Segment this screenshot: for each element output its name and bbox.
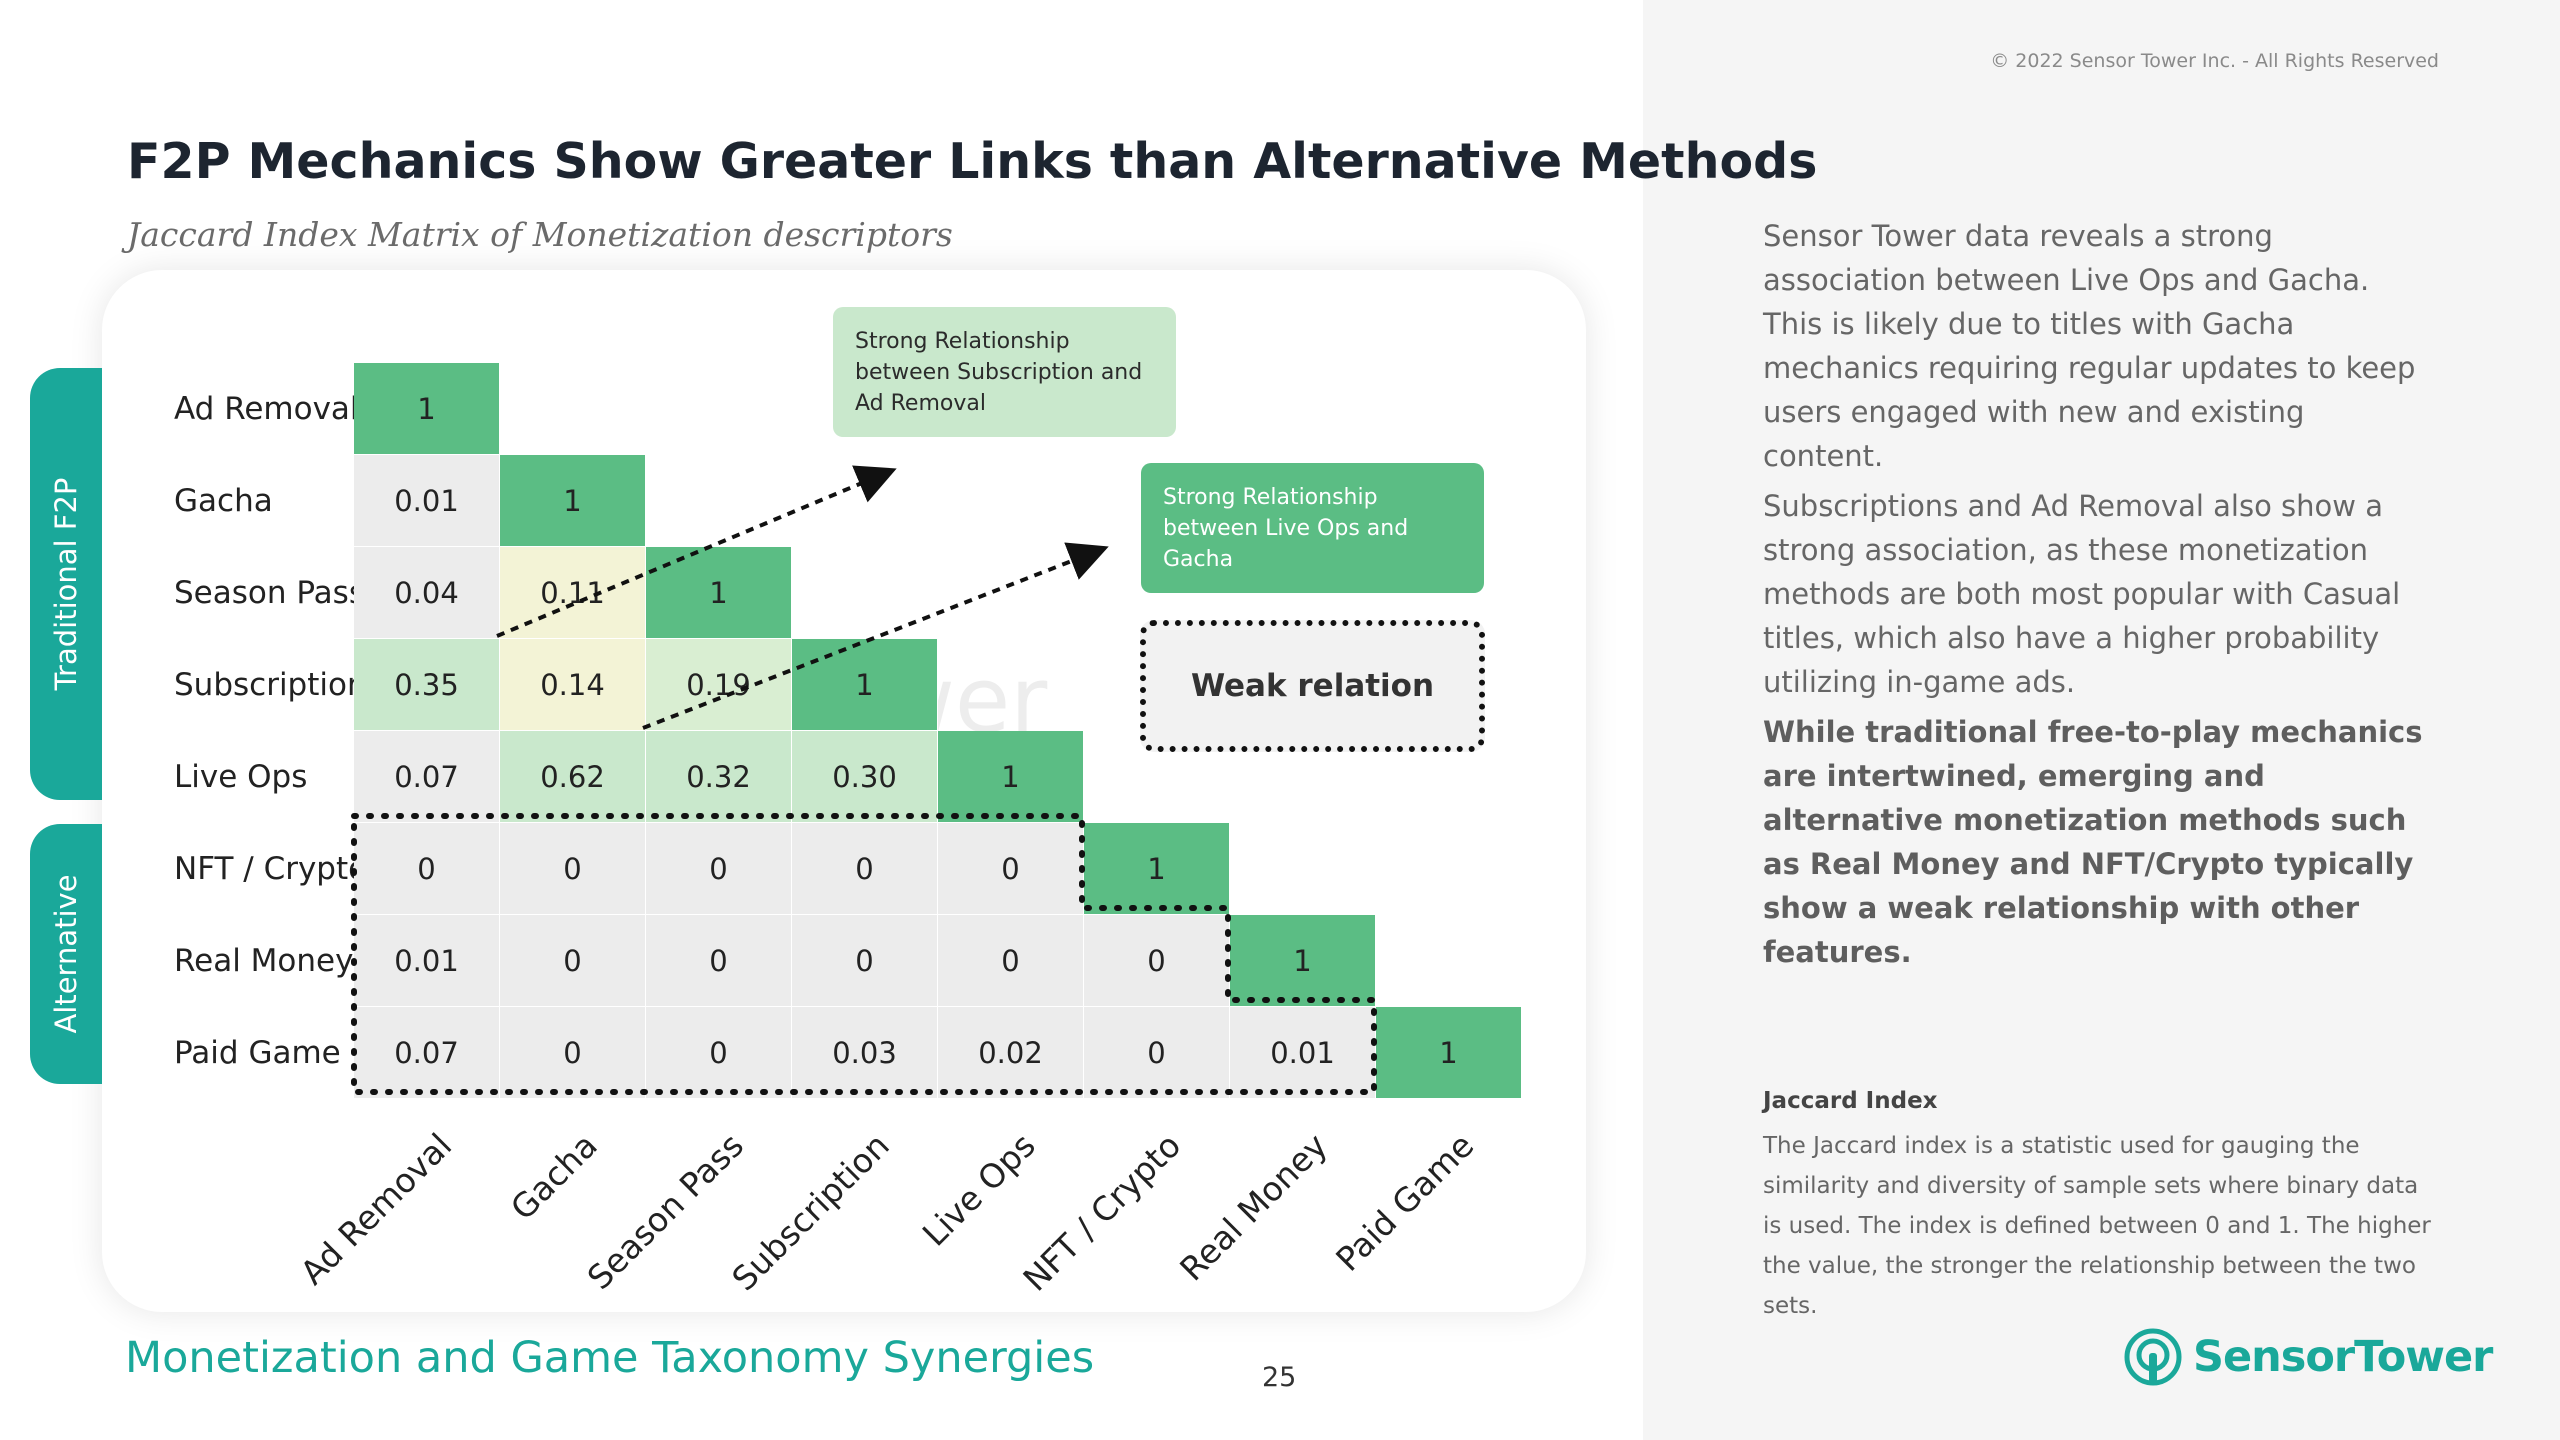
heatmap-cell: 0 [646, 1007, 792, 1099]
heatmap-cell: 0 [500, 823, 646, 915]
heatmap-cell: 0.01 [354, 915, 500, 1007]
row-label: Ad Removal [174, 391, 359, 427]
heatmap-cell: 0 [500, 1007, 646, 1099]
footer-title: Monetization and Game Taxonomy Synergies [125, 1333, 1095, 1383]
jaccard-title: Jaccard Index [1763, 1088, 1938, 1114]
heatmap-cell: 0.01 [354, 455, 500, 547]
heatmap-cell: 1 [500, 455, 646, 547]
heatmap-cell: 0.11 [500, 547, 646, 639]
group-tab-alternative: Alternative [30, 824, 102, 1084]
sensor-tower-logo: SensorTower [2123, 1325, 2493, 1389]
heatmap-cell: 0 [1084, 915, 1230, 1007]
row-label: Season Pass [174, 575, 365, 611]
heatmap-cell: 0.32 [646, 731, 792, 823]
group-tab-traditional-f2p: Traditional F2P [30, 368, 102, 800]
heatmap-cell: 0 [500, 915, 646, 1007]
row-label: Gacha [174, 483, 273, 519]
logo-text: SensorTower [2193, 1332, 2493, 1382]
row-label: NFT / Crypto [174, 851, 368, 887]
heatmap-cell: 1 [646, 547, 792, 639]
callout-subscription-adremoval: Strong Relationship between Subscription… [833, 307, 1176, 437]
heatmap-cell: 0.07 [354, 731, 500, 823]
row-label: Subscription [174, 667, 367, 703]
heatmap-cell: 0.62 [500, 731, 646, 823]
row-label: Live Ops [174, 759, 308, 795]
heatmap-cell: 0 [938, 823, 1084, 915]
heatmap-cell: 0 [792, 823, 938, 915]
heatmap-cell: 0.04 [354, 547, 500, 639]
page-subtitle: Jaccard Index Matrix of Monetization des… [127, 215, 953, 254]
sensor-tower-logo-icon [2124, 1328, 2182, 1386]
legend-weak-relation: Weak relation [1140, 620, 1485, 752]
heatmap-cell: 0.19 [646, 639, 792, 731]
heatmap-cell: 0.30 [792, 731, 938, 823]
right-panel [1643, 0, 2560, 1440]
row-label: Real Money [174, 943, 354, 979]
jaccard-description: The Jaccard index is a statistic used fo… [1763, 1133, 2431, 1319]
heatmap-cell: 1 [792, 639, 938, 731]
heatmap-cell: 1 [938, 731, 1084, 823]
row-label: Paid Game [174, 1035, 341, 1071]
heatmap-cell: 0 [354, 823, 500, 915]
callout-liveops-gacha: Strong Relationship between Live Ops and… [1141, 463, 1484, 593]
heatmap-cell: 0.35 [354, 639, 500, 731]
group-label-traditional-f2p: Traditional F2P [49, 477, 83, 691]
heatmap-cell: 0 [646, 823, 792, 915]
page-number: 25 [1262, 1362, 1297, 1393]
heatmap-cell: 1 [1376, 1007, 1522, 1099]
heatmap-cell: 0.14 [500, 639, 646, 731]
paragraph-3: While traditional free-to-play mechanics… [1763, 715, 2423, 969]
heatmap-cell: 0 [646, 915, 792, 1007]
heatmap-cell: 0 [1084, 1007, 1230, 1099]
heatmap-cell: 0 [792, 915, 938, 1007]
heatmap-cell: 0.03 [792, 1007, 938, 1099]
heatmap-cell: 0 [938, 915, 1084, 1007]
heatmap-cell: 0.07 [354, 1007, 500, 1099]
heatmap-cell: 1 [354, 363, 500, 455]
heatmap-cell: 1 [1084, 823, 1230, 915]
page-title: F2P Mechanics Show Greater Links than Al… [127, 133, 1818, 190]
copyright: © 2022 Sensor Tower Inc. - All Rights Re… [1990, 50, 2439, 72]
group-label-alternative: Alternative [49, 874, 83, 1034]
heatmap-cell: 0.02 [938, 1007, 1084, 1099]
heatmap-cell: 0.01 [1230, 1007, 1376, 1099]
heatmap-cell: 1 [1230, 915, 1376, 1007]
paragraph-2: Subscriptions and Ad Removal also show a… [1763, 489, 2401, 699]
paragraph-1: Sensor Tower data reveals a strong assoc… [1763, 219, 2416, 473]
